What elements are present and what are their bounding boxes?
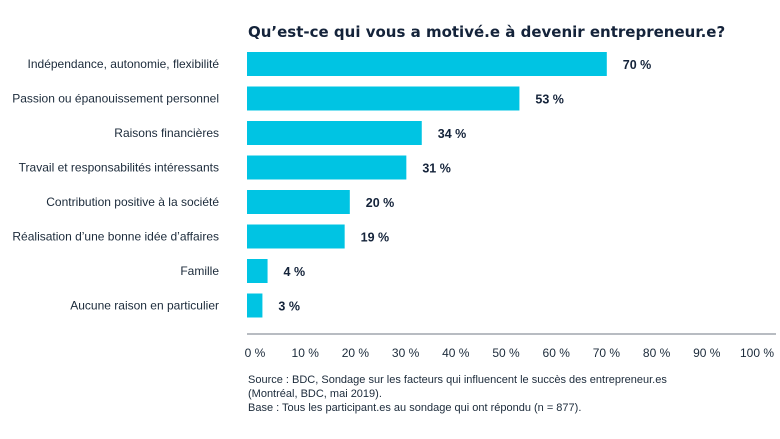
value-label: 70 % [623,58,652,72]
x-tick-labels-group: 0 % 10 % 20 % 30 % 40 % 50 % 60 % 70 % 80 % 90 % 1… [245,346,775,360]
category-labels-group: Indépendance, autonomie, flexibilité Pass… [12,57,219,313]
x-tick-label: 30 % [392,346,420,360]
category-label: Travail et responsabilités intéressants [19,161,219,175]
bar [247,52,607,76]
bar-chart: Qu’est-ce qui vous a motivé.e à devenir … [12,23,776,360]
x-tick-label: 10 % [292,346,320,360]
x-tick-label: 70 % [593,346,621,360]
x-tick-label: 80 % [643,346,671,360]
source-line-1: Source : BDC, Sondage sur les facteurs q… [248,374,667,386]
bar [247,86,520,111]
category-label: Famille [180,264,219,278]
source-line-3: Base : Tous les participant.es au sondag… [248,402,582,414]
value-labels-group: 70 % 53 % 34 % 31 % 20 % 19 % 4 % 3 % [278,58,651,314]
x-tick-label: 40 % [442,346,470,360]
bar [247,155,407,180]
category-label: Passion ou épanouissement personnel [12,92,219,106]
value-label: 53 % [535,93,564,107]
category-label: Aucune raison en particulier [70,299,219,313]
x-tick-label: 60 % [543,346,571,360]
bar [247,190,350,214]
x-tick-label: 90 % [693,346,721,360]
bars-group [247,52,607,318]
category-label: Raisons financières [114,126,219,140]
category-label: Contribution positive à la société [46,195,219,209]
x-tick-label: 0 % [245,346,266,360]
bar [247,224,345,249]
bar [247,293,263,318]
x-tick-label: 100 % [740,346,774,360]
x-tick-label: 50 % [492,346,520,360]
value-label: 19 % [361,231,390,245]
category-label: Réalisation d’une bonne idée d’affaires [12,230,219,244]
category-label: Indépendance, autonomie, flexibilité [28,57,220,71]
bar [247,121,422,145]
value-label: 4 % [284,265,306,279]
value-label: 3 % [278,300,300,314]
value-label: 34 % [438,127,467,141]
bar [247,259,268,283]
x-tick-label: 20 % [342,346,370,360]
chart-title: Qu’est-ce qui vous a motivé.e à devenir … [248,23,725,41]
source-line-2: (Montréal, BDC, mai 2019). [248,388,382,400]
source-note: Source : BDC, Sondage sur les facteurs q… [248,373,768,415]
value-label: 20 % [366,196,395,210]
value-label: 31 % [422,162,451,176]
